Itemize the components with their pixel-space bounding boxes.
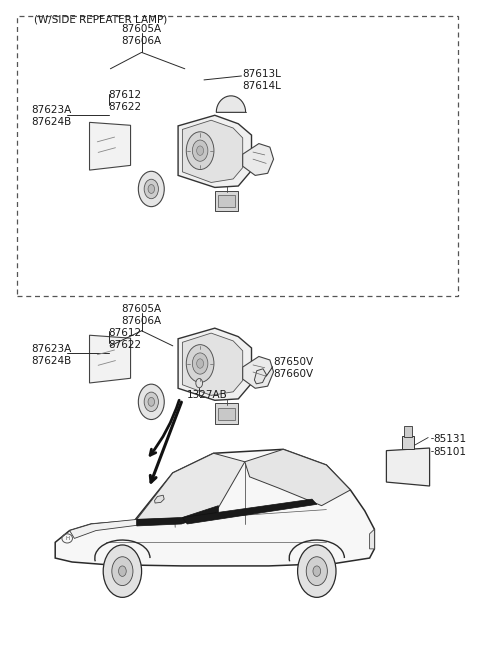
Circle shape: [186, 132, 214, 170]
Text: 87613L
87614L: 87613L 87614L: [242, 69, 281, 92]
Polygon shape: [386, 448, 430, 486]
Text: 87623A
87624B: 87623A 87624B: [31, 105, 72, 127]
Circle shape: [103, 545, 142, 597]
Text: 87650V
87660V: 87650V 87660V: [274, 357, 314, 379]
Circle shape: [148, 185, 155, 193]
Polygon shape: [89, 122, 131, 170]
FancyBboxPatch shape: [402, 436, 414, 449]
Circle shape: [112, 557, 133, 586]
Circle shape: [306, 557, 327, 586]
Polygon shape: [216, 96, 246, 113]
FancyBboxPatch shape: [216, 403, 238, 424]
Polygon shape: [243, 356, 274, 388]
Circle shape: [144, 392, 158, 411]
Circle shape: [192, 140, 208, 161]
Circle shape: [138, 384, 164, 420]
Text: H: H: [65, 536, 69, 541]
Text: 87612
87622: 87612 87622: [108, 90, 141, 113]
Text: 87605A
87606A: 87605A 87606A: [121, 24, 162, 46]
Circle shape: [197, 146, 204, 155]
Circle shape: [196, 379, 203, 388]
Circle shape: [144, 179, 158, 198]
Circle shape: [138, 171, 164, 207]
Text: 87623A
87624B: 87623A 87624B: [31, 344, 72, 366]
Polygon shape: [182, 121, 243, 183]
Text: 87612
87622: 87612 87622: [108, 328, 141, 350]
FancyBboxPatch shape: [216, 191, 238, 211]
Text: 85131: 85131: [433, 434, 466, 444]
Polygon shape: [178, 328, 252, 400]
Polygon shape: [155, 495, 164, 503]
Polygon shape: [137, 506, 218, 526]
Text: (W/SIDE REPEATER LAMP): (W/SIDE REPEATER LAMP): [34, 14, 167, 24]
Polygon shape: [370, 529, 374, 549]
Text: 1327AB: 1327AB: [187, 390, 228, 400]
Polygon shape: [89, 335, 131, 383]
Text: 87605A
87606A: 87605A 87606A: [121, 304, 162, 326]
Polygon shape: [182, 499, 317, 524]
Polygon shape: [245, 449, 350, 506]
Polygon shape: [182, 333, 243, 396]
Circle shape: [313, 566, 321, 576]
Circle shape: [119, 566, 126, 576]
Polygon shape: [137, 453, 245, 519]
FancyBboxPatch shape: [218, 195, 235, 207]
Polygon shape: [70, 519, 137, 538]
Circle shape: [298, 545, 336, 597]
Polygon shape: [243, 143, 274, 176]
FancyBboxPatch shape: [404, 426, 412, 437]
Circle shape: [197, 359, 204, 368]
Polygon shape: [254, 369, 266, 384]
Text: 85101: 85101: [433, 447, 466, 457]
Polygon shape: [55, 449, 374, 566]
Circle shape: [186, 345, 214, 383]
FancyBboxPatch shape: [218, 407, 235, 420]
Polygon shape: [178, 115, 252, 187]
Bar: [17, 16, 458, 296]
Circle shape: [148, 398, 155, 406]
Circle shape: [192, 353, 208, 374]
